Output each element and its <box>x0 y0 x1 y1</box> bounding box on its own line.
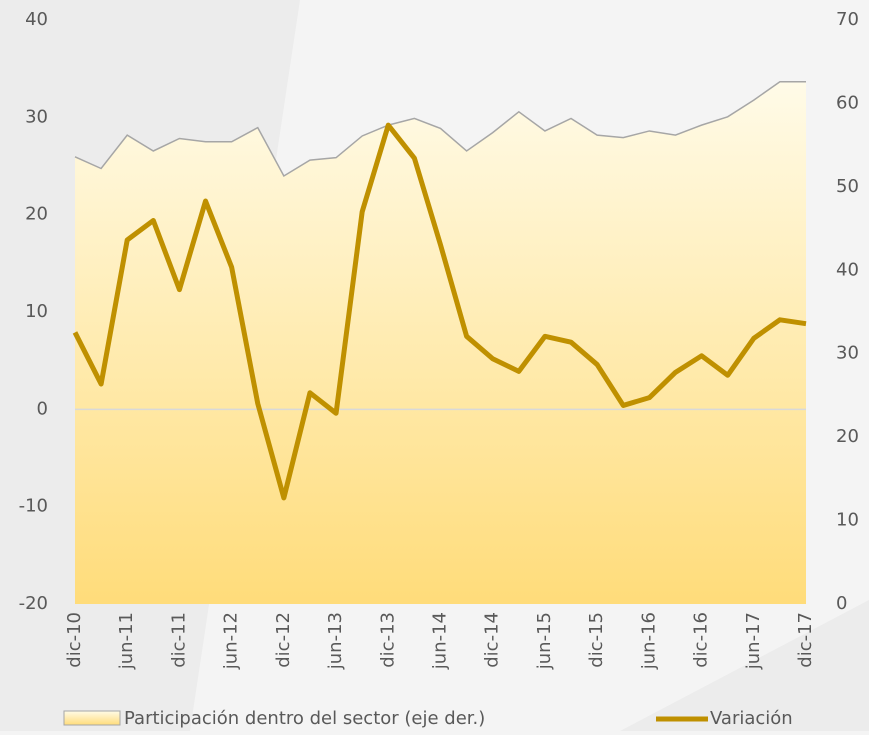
line <box>72 122 807 501</box>
y2-tick-label: 40 <box>836 259 859 280</box>
y2-tick-label: 10 <box>836 510 859 531</box>
y-tick-label: 0 <box>37 398 48 419</box>
x-tick-label: dic-13 <box>377 612 398 668</box>
area-outline <box>74 80 806 178</box>
background-shape <box>620 600 869 731</box>
y-tick-label: -10 <box>19 496 48 517</box>
legend-label: Participación dentro del sector (eje der… <box>124 708 485 729</box>
x-tick-label: dic-12 <box>273 612 294 668</box>
y2-tick-label: 70 <box>836 9 859 30</box>
x-tick-label: dic-16 <box>691 612 712 668</box>
legend-swatch <box>63 710 121 726</box>
x-tick-label: dic-11 <box>168 612 189 668</box>
x-tick-label: dic-15 <box>586 612 607 668</box>
area <box>75 81 806 605</box>
x-tick-label: dic-17 <box>795 612 816 668</box>
y-tick-label: 40 <box>25 9 48 30</box>
y-tick-label: 10 <box>25 301 48 322</box>
x-tick-label: jun-16 <box>638 612 659 670</box>
x-tick-label: jun-15 <box>534 612 555 670</box>
y-tick-label: 30 <box>25 106 48 127</box>
x-tick-label: dic-14 <box>482 612 503 668</box>
x-tick-label: jun-12 <box>221 612 242 670</box>
x-tick-label: jun-14 <box>430 612 451 670</box>
y2-tick-label: 0 <box>836 593 847 614</box>
x-tick-label: jun-13 <box>325 612 346 670</box>
legend-label: Variación <box>710 708 793 729</box>
x-tick-label: jun-11 <box>116 612 137 670</box>
y2-tick-label: 60 <box>836 92 859 113</box>
y2-tick-label: 20 <box>836 426 859 447</box>
y2-tick-label: 30 <box>836 343 859 364</box>
x-tick-label: dic-10 <box>64 612 85 668</box>
y-tick-label: -20 <box>19 593 48 614</box>
y-tick-label: 20 <box>25 204 48 225</box>
y2-tick-label: 50 <box>836 176 859 197</box>
x-tick-label: jun-17 <box>743 612 764 670</box>
